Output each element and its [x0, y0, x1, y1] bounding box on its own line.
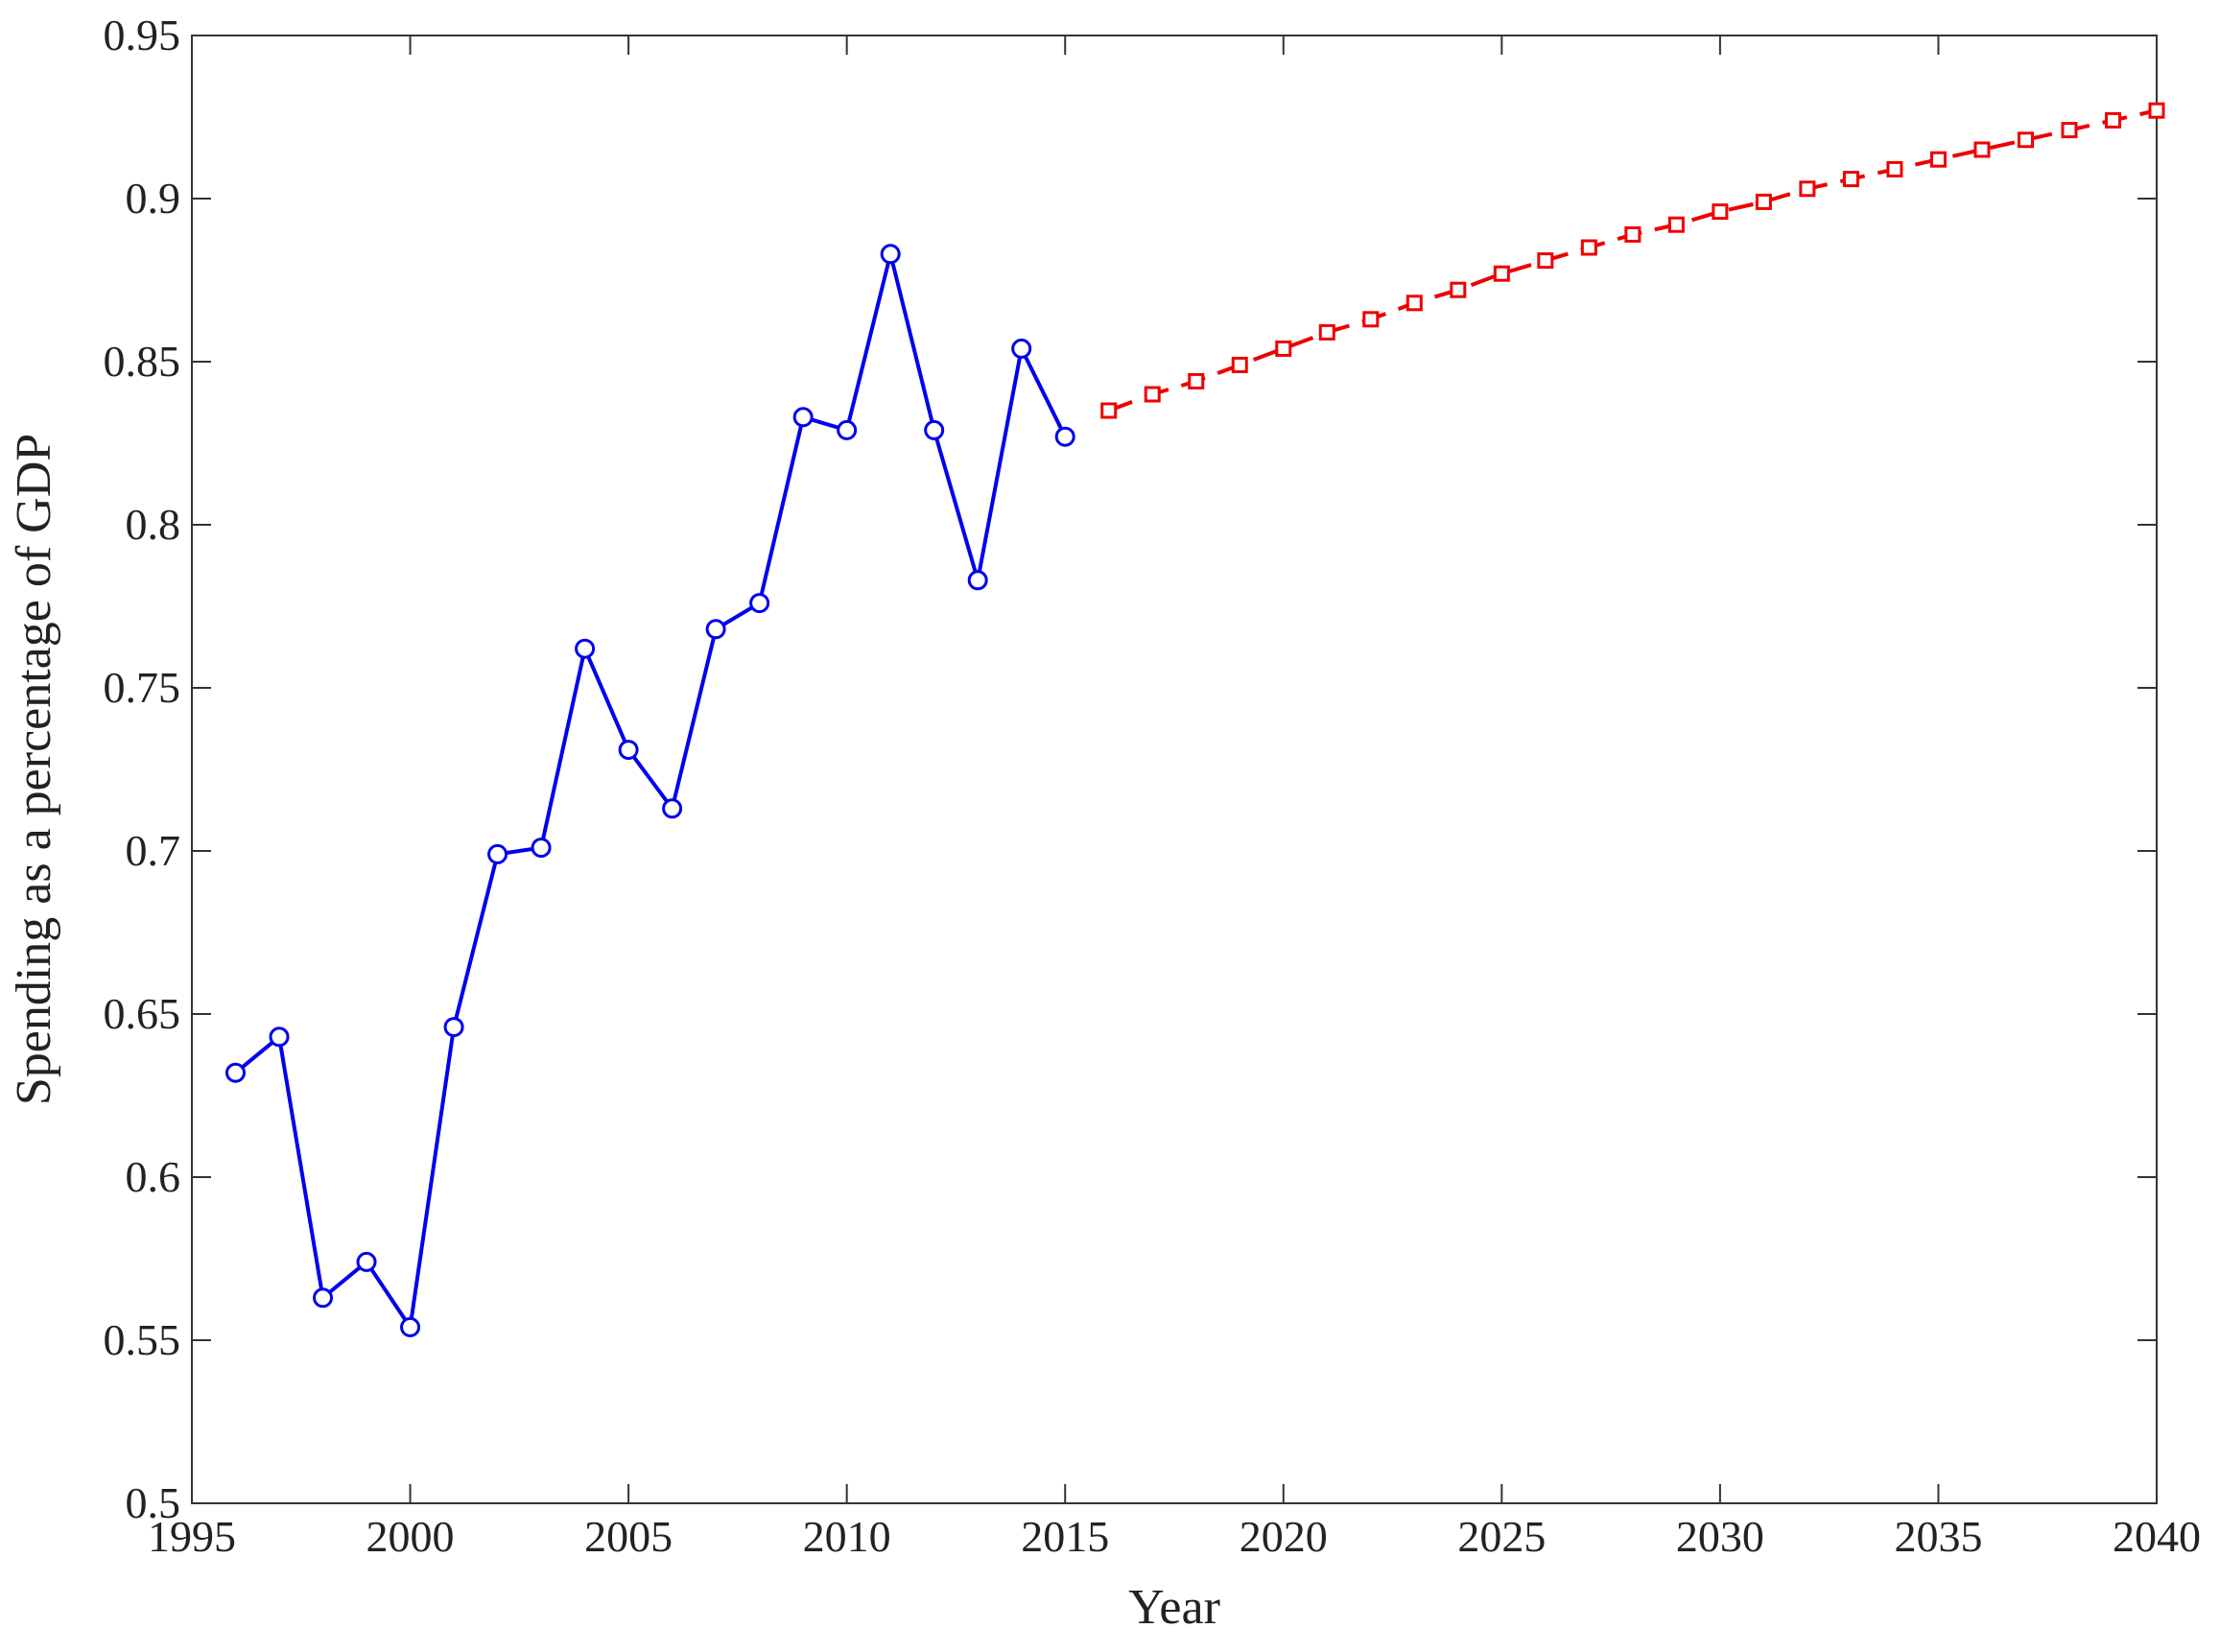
data-point — [1318, 323, 1335, 341]
x-tick-label: 2000 — [366, 1512, 455, 1561]
data-point — [924, 419, 945, 440]
x-axis-label: Year — [1128, 1580, 1220, 1635]
y-tick-label: 0.5 — [126, 1478, 181, 1527]
data-point — [443, 1017, 464, 1038]
plot-frame — [191, 35, 2158, 1504]
data-point — [225, 1062, 247, 1083]
data-point — [1973, 141, 1991, 158]
x-tick-label: 2020 — [1240, 1512, 1328, 1561]
y-tick-label: 0.9 — [126, 174, 181, 223]
data-point — [749, 593, 770, 614]
data-point — [2061, 122, 2078, 139]
y-tick-label: 0.75 — [104, 663, 181, 712]
data-point — [269, 1027, 290, 1048]
data-point — [1929, 151, 1947, 168]
data-point — [837, 419, 858, 440]
data-point — [1100, 402, 1118, 419]
data-point — [662, 798, 683, 819]
y-tick-label: 0.55 — [104, 1315, 181, 1364]
data-point — [1667, 216, 1685, 233]
x-tick-label: 1995 — [148, 1512, 236, 1561]
data-point — [705, 619, 726, 640]
data-point — [356, 1251, 377, 1272]
data-point — [1275, 340, 1292, 357]
data-point — [1011, 338, 1032, 359]
data-point — [880, 244, 901, 265]
y-tick-label: 0.85 — [104, 337, 181, 386]
data-point — [1624, 225, 1641, 243]
x-tick-label: 2035 — [1894, 1512, 1982, 1561]
series-line — [234, 253, 1068, 1333]
data-point — [1362, 311, 1380, 328]
data-point — [1842, 171, 1859, 188]
data-point — [967, 570, 988, 591]
y-tick-label: 0.7 — [126, 826, 181, 875]
x-tick-label: 2025 — [1457, 1512, 1546, 1561]
y-tick-label: 0.65 — [104, 989, 181, 1038]
data-point — [487, 843, 508, 864]
data-point — [1405, 295, 1423, 312]
data-point — [313, 1287, 334, 1309]
data-point — [1755, 193, 1772, 210]
y-axis-label: Spending as a percentage of GDP — [7, 434, 61, 1105]
data-point — [1144, 386, 1161, 403]
data-point — [618, 740, 639, 761]
data-point — [575, 638, 596, 659]
x-tick-label: 2005 — [584, 1512, 673, 1561]
x-tick-label: 2010 — [803, 1512, 891, 1561]
data-point — [1537, 252, 1554, 270]
x-tick-label: 2015 — [1021, 1512, 1109, 1561]
data-point — [1188, 372, 1205, 389]
y-tick-label: 0.6 — [126, 1152, 181, 1201]
series-line — [1108, 108, 2158, 413]
data-point — [2017, 131, 2034, 149]
data-point — [531, 838, 552, 859]
x-tick-label: 2040 — [2113, 1512, 2201, 1561]
data-point — [1712, 203, 1729, 221]
data-point — [2148, 102, 2165, 119]
data-point — [400, 1316, 421, 1337]
data-point — [1450, 281, 1467, 298]
x-tick-label: 2030 — [1676, 1512, 1764, 1561]
data-point — [1054, 426, 1075, 447]
data-point — [2104, 111, 2121, 129]
data-point — [1799, 180, 1816, 198]
data-point — [1231, 356, 1248, 373]
data-point — [1493, 265, 1510, 282]
y-tick-label: 0.8 — [126, 500, 181, 549]
data-point — [792, 407, 814, 428]
data-point — [1580, 239, 1597, 256]
y-tick-label: 0.95 — [104, 11, 181, 59]
data-point — [1886, 160, 1903, 177]
